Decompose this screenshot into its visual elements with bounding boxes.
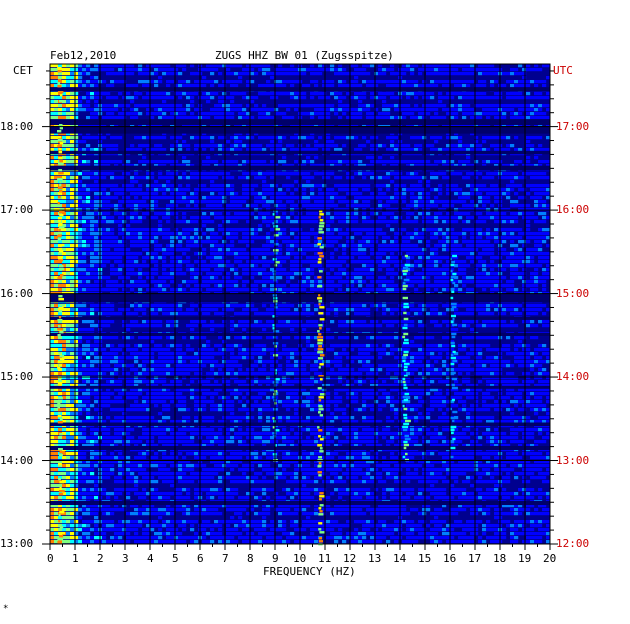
x-tick-label: 14 bbox=[393, 552, 407, 565]
x-tick-label: 8 bbox=[247, 552, 254, 565]
x-tick-label: 12 bbox=[343, 552, 357, 565]
utc-tick-label: 12:00 bbox=[556, 537, 590, 550]
x-tick-label: 11 bbox=[318, 552, 332, 565]
utc-tick-label: 17:00 bbox=[556, 119, 590, 133]
corner-mark: * bbox=[3, 604, 9, 614]
x-tick-label: 5 bbox=[172, 552, 179, 565]
cet-tick-label: 18:00 bbox=[0, 119, 34, 133]
cet-tick-label: 13:00 bbox=[0, 537, 34, 550]
utc-label: UTC bbox=[553, 64, 573, 77]
utc-tick-label: 14:00 bbox=[556, 370, 590, 384]
band-2 bbox=[317, 210, 326, 546]
cet-tick-label: 17:00 bbox=[0, 203, 34, 217]
band-0 bbox=[57, 67, 65, 544]
utc-tick-label: 13:00 bbox=[556, 453, 590, 467]
band-3 bbox=[402, 254, 411, 462]
band-4 bbox=[449, 254, 458, 459]
utc-tick-label: 15:00 bbox=[556, 286, 590, 300]
x-tick-label: 18 bbox=[493, 552, 507, 565]
x-tick-label: 16 bbox=[443, 552, 457, 565]
cet-tick-label: 14:00 bbox=[0, 453, 34, 467]
x-tick-label: 13 bbox=[368, 552, 382, 565]
x-tick-label: 9 bbox=[272, 552, 279, 565]
x-tick-label: 4 bbox=[147, 552, 154, 565]
x-tick-label: 17 bbox=[468, 552, 482, 565]
x-tick-label: 10 bbox=[293, 552, 307, 565]
x-tick-label: 15 bbox=[418, 552, 432, 565]
cet-label: CET bbox=[13, 64, 33, 77]
x-axis-label: FREQUENCY (HZ) bbox=[263, 565, 356, 578]
x-tick-label: 2 bbox=[97, 552, 104, 565]
utc-tick-label: 16:00 bbox=[556, 203, 590, 217]
axis-ticks bbox=[42, 70, 558, 550]
date-label: Feb12,2010 bbox=[50, 49, 117, 62]
cet-tick-label: 16:00 bbox=[0, 286, 34, 300]
x-tick-label: 0 bbox=[47, 552, 54, 565]
x-tick-label: 1 bbox=[72, 552, 79, 565]
x-tick-label: 20 bbox=[543, 552, 557, 565]
x-tick-label: 3 bbox=[122, 552, 129, 565]
x-tick-label: 6 bbox=[197, 552, 204, 565]
station-title: ZUGS HHZ BW 01 (Zugsspitze) bbox=[215, 49, 394, 62]
x-tick-label: 19 bbox=[518, 552, 532, 565]
cet-tick-label: 15:00 bbox=[0, 370, 34, 384]
x-tick-label: 7 bbox=[222, 552, 229, 565]
grid-lines bbox=[49, 64, 551, 545]
